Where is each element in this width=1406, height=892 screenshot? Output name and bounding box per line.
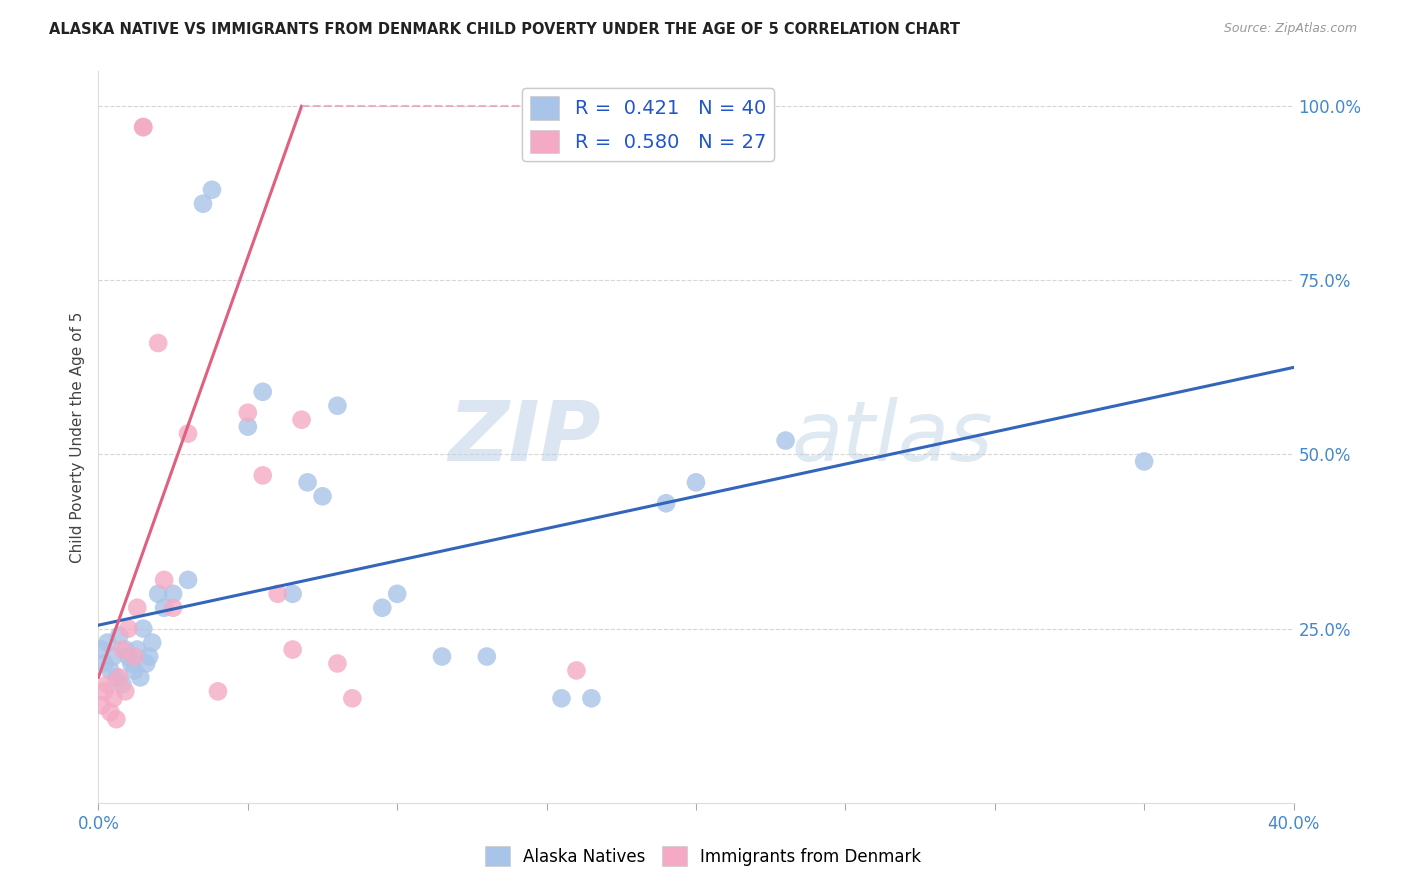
Point	[132, 120, 155, 134]
Point	[565, 664, 588, 678]
Point	[371, 600, 394, 615]
Point	[236, 419, 259, 434]
Point	[124, 664, 146, 678]
Point	[655, 496, 678, 510]
Point	[177, 573, 200, 587]
Legend: R =  0.421   N = 40, R =  0.580   N = 27: R = 0.421 N = 40, R = 0.580 N = 27	[523, 88, 773, 161]
Y-axis label: Child Poverty Under the Age of 5: Child Poverty Under the Age of 5	[69, 311, 84, 563]
Point	[775, 434, 797, 448]
Point	[153, 600, 176, 615]
Point	[98, 664, 122, 678]
Point	[124, 649, 146, 664]
Point	[430, 649, 453, 664]
Point	[236, 406, 259, 420]
Point	[326, 657, 349, 671]
Legend: Alaska Natives, Immigrants from Denmark: Alaska Natives, Immigrants from Denmark	[478, 839, 928, 873]
Point	[162, 600, 184, 615]
Point	[114, 642, 136, 657]
Point	[385, 587, 409, 601]
Text: ALASKA NATIVE VS IMMIGRANTS FROM DENMARK CHILD POVERTY UNDER THE AGE OF 5 CORREL: ALASKA NATIVE VS IMMIGRANTS FROM DENMARK…	[49, 22, 960, 37]
Point	[103, 691, 125, 706]
Point	[148, 336, 170, 351]
Point	[111, 677, 134, 691]
Point	[177, 426, 200, 441]
Point	[98, 705, 122, 719]
Point	[127, 600, 149, 615]
Point	[475, 649, 498, 664]
Point	[108, 670, 131, 684]
Point	[311, 489, 333, 503]
Point	[550, 691, 572, 706]
Point	[281, 587, 304, 601]
Point	[135, 657, 157, 671]
Text: Source: ZipAtlas.com: Source: ZipAtlas.com	[1223, 22, 1357, 36]
Point	[281, 642, 304, 657]
Point	[138, 649, 160, 664]
Point	[105, 712, 128, 726]
Point	[132, 622, 155, 636]
Point	[191, 196, 214, 211]
Point	[129, 670, 152, 684]
Point	[96, 677, 118, 691]
Point	[326, 399, 349, 413]
Point	[132, 120, 155, 134]
Point	[103, 649, 125, 664]
Point	[141, 635, 163, 649]
Point	[148, 587, 170, 601]
Point	[96, 635, 118, 649]
Point	[108, 629, 131, 643]
Point	[252, 468, 274, 483]
Point	[162, 587, 184, 601]
Text: atlas: atlas	[792, 397, 993, 477]
Point	[1133, 454, 1156, 468]
Point	[153, 573, 176, 587]
Point	[127, 642, 149, 657]
Point	[90, 698, 112, 713]
Point	[105, 670, 128, 684]
Point	[297, 475, 319, 490]
Text: ZIP: ZIP	[447, 397, 600, 477]
Point	[581, 691, 603, 706]
Point	[201, 183, 224, 197]
Point	[90, 642, 112, 657]
Point	[117, 622, 139, 636]
Point	[207, 684, 229, 698]
Point	[342, 691, 364, 706]
Point	[117, 649, 139, 664]
Point	[93, 684, 115, 698]
Point	[93, 657, 115, 671]
Point	[120, 657, 142, 671]
Point	[111, 642, 134, 657]
Point	[114, 684, 136, 698]
Point	[291, 412, 314, 426]
Point	[267, 587, 290, 601]
Point	[252, 384, 274, 399]
Point	[685, 475, 707, 490]
